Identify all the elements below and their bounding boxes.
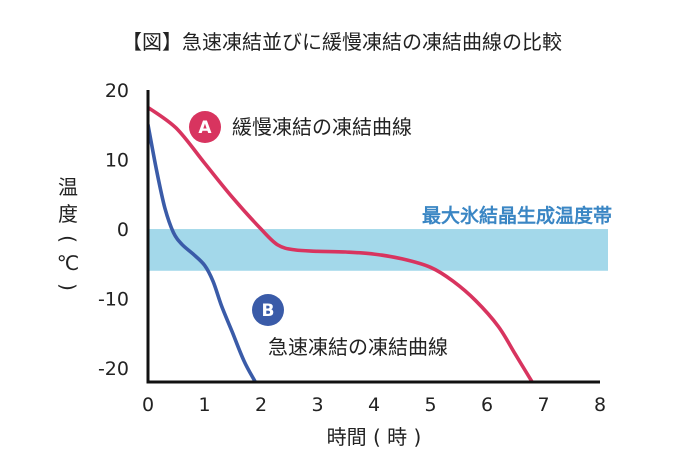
quick-freezing-curve [148,123,258,382]
series-layer [148,105,534,382]
y-axis-label: 温度 ( ℃) [56,175,80,291]
axis-labels-layer: 時間 ( 時 ) 温度 ( ℃) [56,175,421,449]
series-badge-letter: A [198,118,212,138]
y-tick-label: 10 [105,150,129,172]
y-tick-label: -10 [98,289,129,311]
series-b-annotation: B 急速凍結の凍結曲線 [252,294,448,359]
x-tick-label: 5 [424,394,436,416]
x-tick-label: 8 [594,394,606,416]
temperature-band-layer: 最大氷結晶生成温度帯 [148,204,612,271]
series-badge-letter: B [262,301,275,321]
y-axis-label-char: ) [56,283,80,291]
series-badge [252,294,284,326]
slow-freezing-curve [148,105,534,382]
y-axis-label-char: 度 [58,202,78,226]
band-label: 最大氷結晶生成温度帯 [422,204,612,227]
x-tick-label: 6 [481,394,493,416]
series-a-annotation: A 緩慢凍結の凍結曲線 [189,111,412,143]
x-tick-label: 0 [142,394,154,416]
y-tick-label: 20 [105,80,129,102]
tick-labels-layer: 0 1 2 3 4 5 6 7 8 20 10 0 -10 -20 [98,80,606,416]
max-ice-crystal-band [148,229,608,271]
x-tick-label: 1 [198,394,210,416]
annotation-layer: A 緩慢凍結の凍結曲線 B 急速凍結の凍結曲線 [189,111,448,359]
y-axis-label-char: ℃ [57,251,79,275]
x-tick-label: 4 [368,394,380,416]
series-name-label: 緩慢凍結の凍結曲線 [232,115,412,139]
y-axis-label-char: ( [56,235,80,243]
x-tick-label: 3 [311,394,323,416]
axes-layer [146,90,600,384]
x-tick-label: 2 [255,394,267,416]
chart-title: 【図】急速凍結並びに緩慢凍結の凍結曲線の比較 [122,30,562,54]
x-axis-label: 時間 ( 時 ) [327,425,422,449]
series-badge [189,111,221,143]
y-tick-label: 0 [117,219,129,241]
y-tick-label: -20 [98,358,129,380]
series-name-label: 急速凍結の凍結曲線 [268,335,448,359]
x-tick-label: 7 [537,394,549,416]
y-axis-label-char: 温 [58,175,78,199]
